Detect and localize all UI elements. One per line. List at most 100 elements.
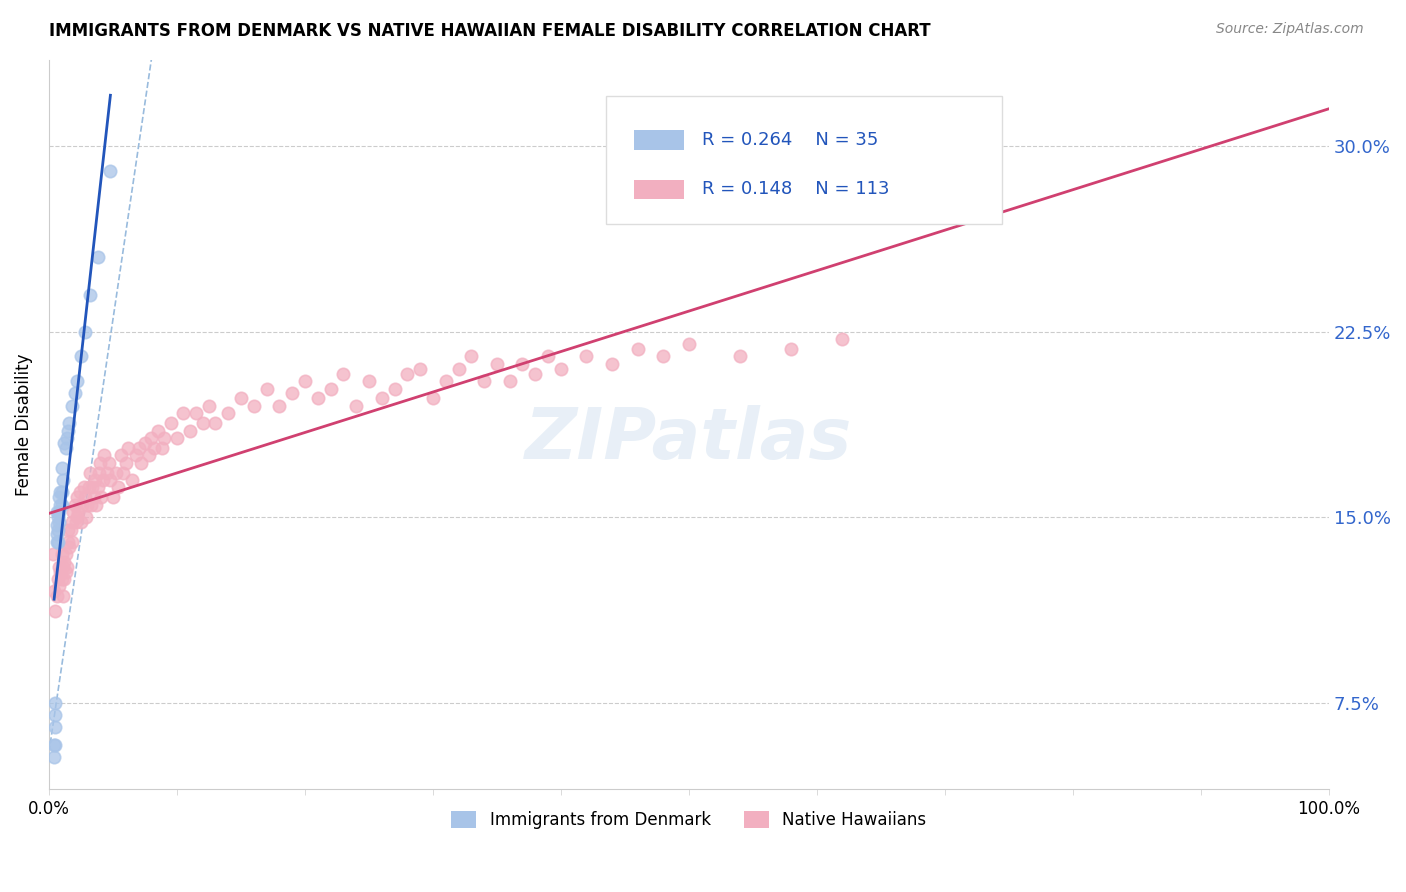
Point <box>90 491 112 505</box>
Point <box>134 436 156 450</box>
Point <box>44 738 66 752</box>
Point <box>48 505 70 519</box>
Point <box>121 473 143 487</box>
Point <box>62 505 84 519</box>
Point <box>46 523 69 537</box>
Point <box>96 466 118 480</box>
Point <box>44 696 66 710</box>
Point <box>396 367 419 381</box>
Point <box>46 572 69 586</box>
Point <box>101 491 124 505</box>
Point <box>72 481 94 495</box>
Point <box>55 547 77 561</box>
Point <box>447 361 470 376</box>
Point <box>51 498 73 512</box>
Point <box>66 374 89 388</box>
Point <box>112 466 135 480</box>
Point <box>485 357 508 371</box>
Point <box>46 510 69 524</box>
Point <box>48 579 70 593</box>
Point <box>73 491 96 505</box>
Point <box>52 590 75 604</box>
Point <box>98 456 121 470</box>
Point <box>75 510 97 524</box>
Point <box>600 357 623 371</box>
Point <box>45 590 67 604</box>
Point <box>44 708 66 723</box>
Point <box>76 498 98 512</box>
Point <box>627 342 650 356</box>
Point <box>58 540 80 554</box>
Point <box>110 448 132 462</box>
Point <box>70 498 93 512</box>
Point <box>256 382 278 396</box>
Point <box>204 416 226 430</box>
Point <box>49 498 72 512</box>
Point <box>678 337 700 351</box>
Point <box>69 485 91 500</box>
Point <box>172 406 194 420</box>
Point <box>499 374 522 388</box>
Point <box>93 448 115 462</box>
Point <box>55 441 77 455</box>
Point <box>242 399 264 413</box>
Point <box>42 584 65 599</box>
Point <box>100 473 122 487</box>
Point <box>51 460 73 475</box>
Point <box>319 382 342 396</box>
Point <box>84 473 107 487</box>
Point <box>125 448 148 462</box>
Point <box>307 392 329 406</box>
Point <box>59 523 82 537</box>
Point <box>728 350 751 364</box>
Point <box>42 738 65 752</box>
Point <box>229 392 252 406</box>
Legend: Immigrants from Denmark, Native Hawaiians: Immigrants from Denmark, Native Hawaiian… <box>444 804 934 836</box>
Point <box>294 374 316 388</box>
FancyBboxPatch shape <box>634 179 685 199</box>
Point <box>460 350 482 364</box>
Point <box>129 456 152 470</box>
Point <box>53 555 76 569</box>
Point <box>45 527 67 541</box>
Point <box>56 559 79 574</box>
Y-axis label: Female Disability: Female Disability <box>15 353 32 496</box>
Point <box>67 505 90 519</box>
Point <box>45 505 67 519</box>
Point <box>384 382 406 396</box>
Point <box>45 517 67 532</box>
Point <box>370 392 392 406</box>
Point <box>780 342 803 356</box>
Point <box>104 466 127 480</box>
Point <box>79 466 101 480</box>
Point <box>575 350 598 364</box>
Point <box>56 535 79 549</box>
Point <box>87 466 110 480</box>
Point <box>409 361 432 376</box>
Point <box>537 350 560 364</box>
Point <box>269 399 291 413</box>
Point <box>86 481 108 495</box>
Point <box>60 399 83 413</box>
Point <box>73 325 96 339</box>
Point <box>344 399 367 413</box>
Point <box>89 456 111 470</box>
Point <box>56 523 79 537</box>
FancyBboxPatch shape <box>606 96 1002 224</box>
Point <box>60 535 83 549</box>
Point <box>66 510 89 524</box>
Point <box>49 565 72 579</box>
Point <box>46 535 69 549</box>
Point <box>79 287 101 301</box>
Point <box>91 473 114 487</box>
Point <box>70 350 93 364</box>
Point <box>65 515 87 529</box>
Point <box>512 357 534 371</box>
Point <box>58 416 80 430</box>
Point <box>153 431 176 445</box>
Point <box>198 399 221 413</box>
Point <box>45 535 67 549</box>
Point <box>56 424 79 438</box>
Point <box>550 361 572 376</box>
Point <box>128 441 150 455</box>
